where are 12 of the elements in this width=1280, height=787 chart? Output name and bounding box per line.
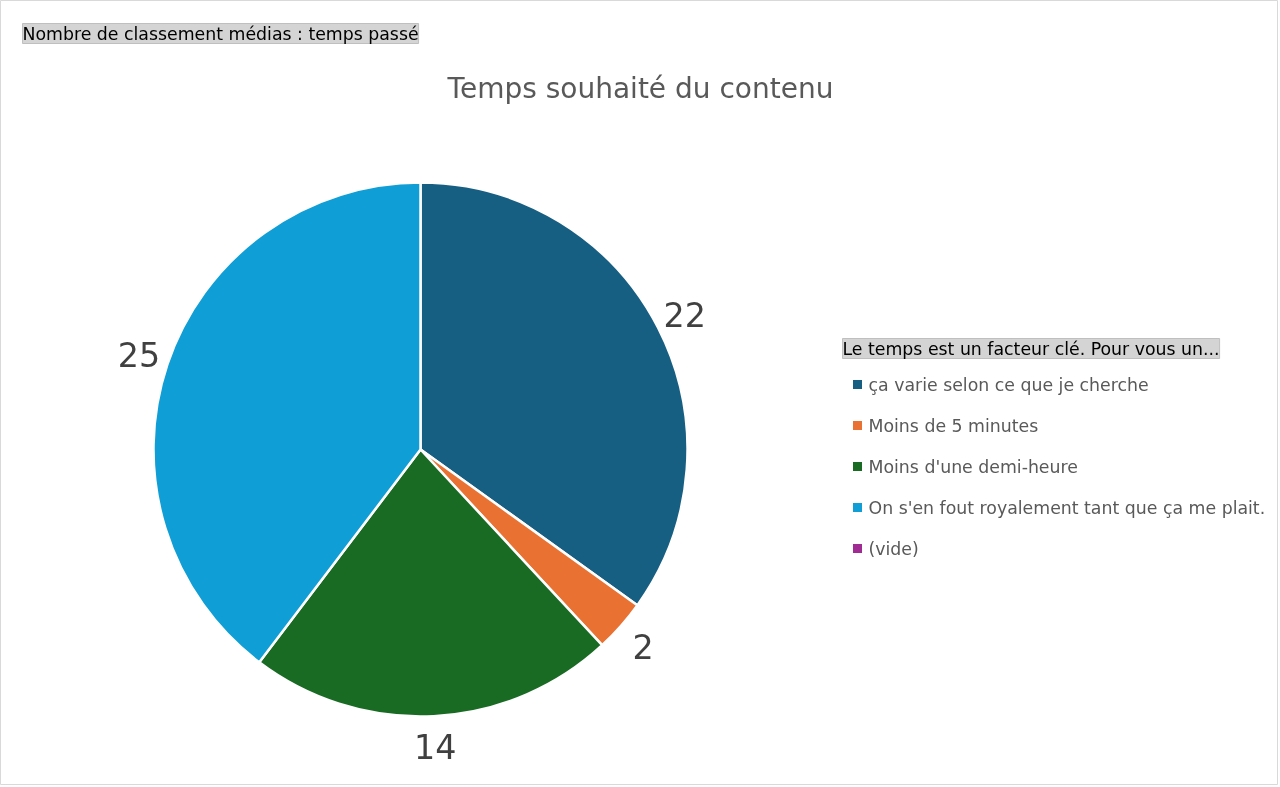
data-label: 25 [117, 336, 161, 376]
data-label: 22 [663, 295, 707, 335]
legend-label: (vide) [868, 538, 919, 559]
chart-title: Temps souhaité du contenu [446, 72, 834, 105]
legend-title: Le temps est un facteur clé. Pour vous un... [842, 338, 1220, 359]
legend-label: ça varie selon ce que je cherche [868, 374, 1149, 395]
data-label: 2 [632, 627, 654, 667]
legend-label: Moins de 5 minutes [868, 415, 1039, 436]
data-label: 14 [414, 727, 457, 767]
legend-label: Moins d'une demi-heure [868, 456, 1078, 477]
legend-label: On s'en fout royalement tant que ça me plait. [868, 497, 1266, 518]
text: Nombre de classement médias : temps passé [22, 23, 419, 44]
